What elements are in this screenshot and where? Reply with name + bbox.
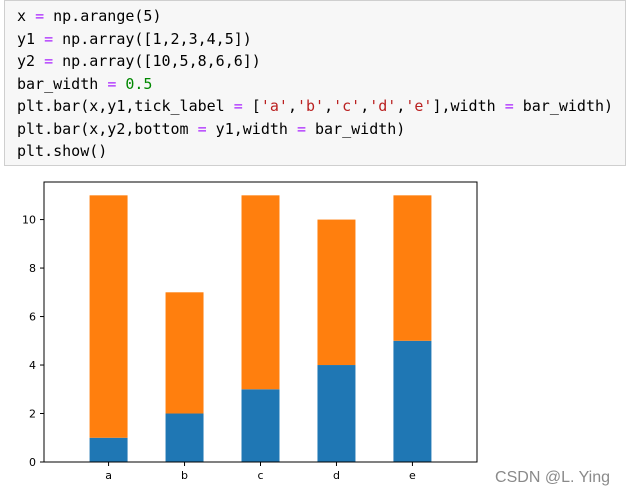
bar-series-1-b — [165, 413, 204, 462]
code-token: plt.show() — [17, 142, 108, 160]
code-token: 'a' — [260, 97, 288, 115]
code-token: ],width — [432, 97, 505, 115]
code-token: np.array([10,5,8,6,6]) — [53, 52, 261, 70]
code-token: = — [35, 7, 45, 25]
code-token: 0.5 — [125, 74, 153, 93]
code-token: 'd' — [369, 97, 397, 115]
bar-series-1-d — [317, 365, 356, 462]
bar-series-1-a — [89, 437, 128, 462]
code-token: 'b' — [296, 97, 325, 115]
x-tick-label: e — [409, 469, 416, 482]
bar-series-2-d — [317, 219, 356, 366]
code-token: bar_width) — [306, 119, 406, 138]
code-lines: x = np.arange(5) y1 = np.array([1,2,3,4,5… — [17, 5, 625, 163]
code-token: np.arange(5) — [44, 7, 162, 25]
x-tick-label: d — [333, 469, 340, 482]
code-token: y2 — [17, 52, 45, 70]
code-line: plt.show() — [17, 140, 625, 163]
code-token: x — [17, 7, 36, 25]
code-token: , — [324, 97, 334, 115]
code-token: = — [197, 119, 207, 138]
code-token: = — [296, 119, 306, 138]
watermark: CSDN @L. Ying — [495, 469, 610, 486]
code-token: = — [107, 74, 117, 93]
bar-series-2-b — [165, 292, 204, 414]
y-tick-label: 6 — [29, 311, 36, 324]
x-tick-label: c — [257, 469, 263, 482]
code-token: y1,width — [206, 119, 297, 138]
code-token: plt.bar(x,y1,tick_label — [17, 97, 234, 115]
x-tick-label: b — [181, 469, 188, 482]
code-token: bar_width — [17, 74, 108, 93]
code-line: y2 = np.array([10,5,8,6,6]) — [17, 50, 625, 73]
code-token: [ — [242, 97, 261, 115]
bar-series-2-c — [241, 195, 280, 390]
bar-series-2-a — [89, 195, 128, 438]
code-line: x = np.arange(5) — [17, 5, 625, 28]
bar-series-1-c — [241, 389, 280, 462]
code-token: , — [396, 97, 406, 115]
code-token: , — [360, 97, 370, 115]
code-token: = — [233, 97, 243, 115]
code-token: , — [287, 97, 297, 115]
y-tick-label: 10 — [22, 214, 36, 227]
code-cell[interactable]: x = np.arange(5) y1 = np.array([1,2,3,4,5… — [4, 0, 626, 166]
code-token: y1 — [17, 29, 45, 48]
code-line: plt.bar(x,y2,bottom = y1,width = bar_wid… — [17, 118, 625, 141]
y-tick-label: 8 — [29, 262, 36, 275]
bar-series-2-e — [393, 195, 432, 341]
plot-output: 0 2 4 6 8 10 a b c d e — [0, 166, 628, 499]
y-tick-label: 4 — [29, 359, 36, 372]
bar-series-1-e — [393, 340, 432, 462]
stacked-bar-chart: 0 2 4 6 8 10 a b c d e — [22, 181, 478, 482]
code-token: = — [504, 97, 514, 115]
code-token: plt.bar(x,y2,bottom — [17, 119, 198, 138]
code-line: plt.bar(x,y1,tick_label = ['a','b','c','… — [17, 95, 625, 118]
code-line: y1 = np.array([1,2,3,4,5]) — [17, 28, 625, 51]
code-token: = — [44, 29, 54, 48]
y-tick-label: 0 — [29, 456, 36, 469]
y-tick-label: 2 — [29, 408, 36, 421]
x-tick-label: a — [105, 469, 112, 482]
code-token: 'c' — [333, 97, 361, 115]
code-token: np.array([1,2,3,4,5]) — [53, 29, 252, 48]
code-token: = — [44, 52, 54, 70]
code-token: 'e' — [405, 97, 433, 115]
code-line: bar_width = 0.5 — [17, 73, 625, 96]
code-token: bar_width) — [513, 97, 614, 115]
